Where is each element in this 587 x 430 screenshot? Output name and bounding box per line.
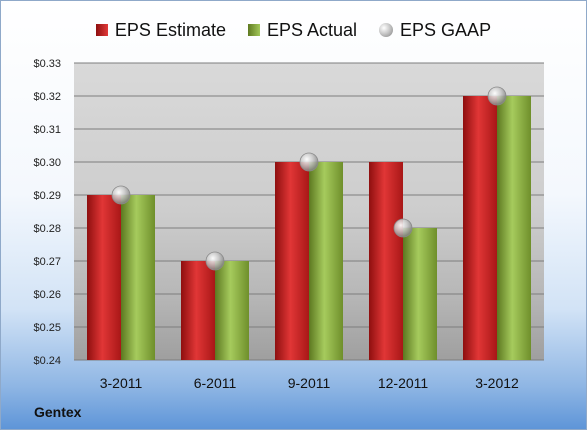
bar-eps-actual: [403, 228, 437, 360]
legend-item-eps-estimate: EPS Estimate: [95, 19, 226, 41]
y-tick-label: $0.30: [33, 157, 61, 169]
legend-swatch-eps-actual: [247, 24, 260, 36]
marker-eps-gaap: [393, 218, 413, 238]
marker-eps-gaap: [205, 251, 225, 271]
y-tick-label: $0.32: [33, 91, 61, 103]
legend-swatch-eps-gaap: [379, 23, 394, 37]
x-tick-label: 9-2011: [288, 375, 331, 391]
legend-label-eps-actual: EPS Actual: [266, 19, 358, 40]
marker-eps-gaap: [487, 86, 507, 106]
x-tick-label: 3-2012: [475, 375, 519, 391]
marker-eps-gaap: [111, 185, 131, 205]
bar-eps-estimate: [181, 261, 215, 360]
y-tick-label: $0.26: [33, 289, 61, 301]
bar-eps-actual: [497, 96, 531, 360]
bar-eps-actual: [215, 261, 249, 360]
x-axis-tick-labels: 3-2011 6-2011 9-2011 12-2011 3-2012: [100, 375, 519, 391]
bar-eps-estimate: [463, 96, 497, 360]
y-tick-label: $0.25: [33, 322, 61, 334]
legend: EPS Estimate EPS Actual EPS GAAP: [1, 17, 586, 43]
company-name: Gentex: [34, 404, 82, 420]
x-tick-label: 12-2011: [378, 375, 429, 391]
bar-eps-estimate: [369, 162, 403, 360]
legend-label-eps-gaap: EPS GAAP: [400, 19, 492, 40]
y-tick-label: $0.33: [33, 58, 61, 70]
bar-eps-estimate: [87, 195, 121, 360]
bar-eps-estimate: [275, 162, 309, 360]
marker-layer: [111, 86, 507, 271]
x-tick-label: 6-2011: [194, 375, 237, 391]
y-tick-label: $0.29: [33, 190, 61, 202]
y-tick-label: $0.28: [33, 223, 61, 235]
legend-swatch-eps-estimate: [95, 24, 108, 36]
legend-item-eps-actual: EPS Actual: [247, 19, 358, 41]
marker-eps-gaap: [299, 152, 319, 172]
bar-eps-actual: [309, 162, 343, 360]
legend-item-eps-gaap: EPS GAAP: [379, 20, 491, 41]
y-axis-tick-labels: $0.24 $0.25 $0.26 $0.27 $0.28 $0.29 $0.30 $0.31…: [33, 58, 61, 367]
y-tick-label: $0.24: [33, 355, 61, 367]
bar-eps-actual: [121, 195, 155, 360]
x-tick-label: 3-2011: [100, 375, 143, 391]
y-tick-label: $0.31: [33, 124, 61, 136]
legend-label-eps-estimate: EPS Estimate: [114, 19, 226, 40]
bar-layer: [87, 96, 531, 360]
y-tick-label: $0.27: [33, 256, 61, 268]
